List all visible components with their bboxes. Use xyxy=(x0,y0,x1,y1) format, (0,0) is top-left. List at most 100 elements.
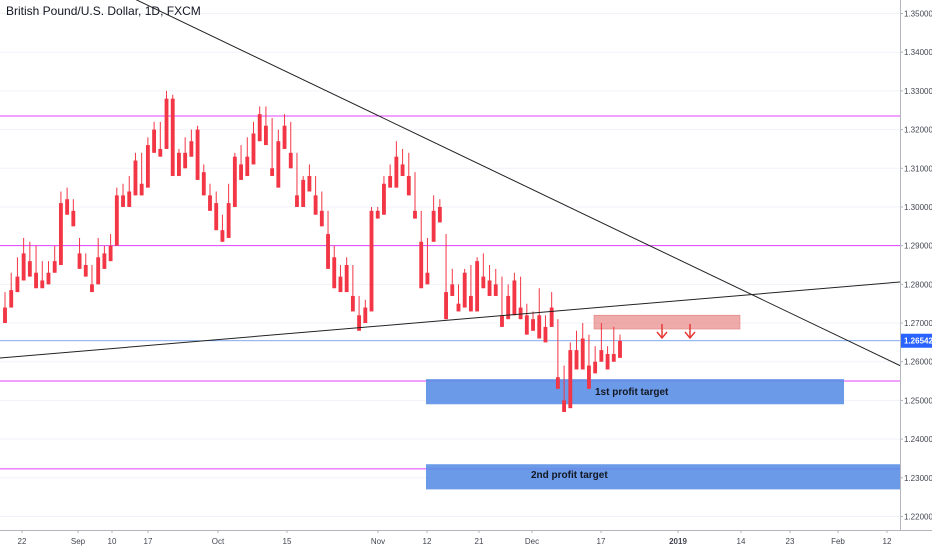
candle xyxy=(208,183,212,211)
candle xyxy=(611,326,616,362)
candle xyxy=(195,125,200,180)
candle xyxy=(437,199,442,223)
candle-body xyxy=(574,350,579,370)
candle xyxy=(58,191,63,265)
annotations: 1st profit target 2nd profit target xyxy=(531,324,696,481)
candle xyxy=(9,272,14,308)
candle-body xyxy=(46,272,51,285)
candle xyxy=(276,129,281,188)
candle-body xyxy=(481,276,486,289)
candle-body xyxy=(388,176,393,188)
y-axis[interactable]: 1.22000 1.23000 1.24000 1.25000 1.26000 1.270… xyxy=(900,0,932,550)
candle xyxy=(518,276,523,320)
x-tick-label: Nov xyxy=(371,537,385,546)
x-tick-label: 23 xyxy=(786,537,795,546)
candle-body xyxy=(419,241,424,289)
x-tick-label: 10 xyxy=(108,537,117,546)
candle-body xyxy=(145,145,150,188)
resistance-zone xyxy=(593,314,741,330)
candle xyxy=(599,323,604,362)
candle xyxy=(189,129,194,157)
candle-body xyxy=(580,338,585,370)
chart-title: British Pound/U.S. Dollar, 1D, FXCM xyxy=(6,4,201,18)
candle xyxy=(121,183,125,207)
candle xyxy=(77,237,82,269)
y-tick-label: 1.35000 xyxy=(904,10,932,19)
candle xyxy=(127,176,132,207)
candle-body xyxy=(90,284,94,293)
candle xyxy=(158,121,163,157)
candle-body xyxy=(58,203,63,265)
zone-label: 1st profit target xyxy=(595,387,669,398)
candle xyxy=(313,176,318,215)
candle-body xyxy=(618,340,622,358)
candle-body xyxy=(164,98,169,149)
candle xyxy=(71,199,76,227)
trendlines xyxy=(0,0,906,369)
candle xyxy=(170,94,175,177)
profit-zone xyxy=(426,379,844,405)
candle xyxy=(543,315,548,343)
candle xyxy=(512,272,517,316)
candle xyxy=(3,292,7,324)
candle xyxy=(605,346,610,370)
candle xyxy=(226,183,231,238)
candle xyxy=(562,365,567,413)
candle-body xyxy=(96,257,101,285)
candle-body xyxy=(543,326,548,343)
y-tick-label: 1.29000 xyxy=(904,242,932,251)
candle xyxy=(52,245,57,273)
candle-body xyxy=(319,210,324,227)
x-tick-label: 21 xyxy=(475,537,484,546)
candle xyxy=(270,117,275,177)
candle-body xyxy=(139,183,144,196)
x-tick-label: 14 xyxy=(737,537,746,546)
candle-body xyxy=(3,307,7,324)
candle xyxy=(251,121,256,165)
candle xyxy=(27,241,32,277)
candle-body xyxy=(431,210,436,242)
x-tick-label: 17 xyxy=(144,537,153,546)
candle xyxy=(307,164,312,192)
candle xyxy=(139,152,144,196)
candle xyxy=(531,311,535,331)
candle xyxy=(357,295,362,331)
candle xyxy=(568,342,573,409)
candle xyxy=(152,121,157,153)
candle-body xyxy=(208,195,212,211)
candle xyxy=(574,330,579,370)
candle-body xyxy=(456,303,461,312)
last-price-label: 1.26542 xyxy=(904,337,932,346)
candle xyxy=(375,206,380,219)
candle xyxy=(114,187,119,246)
candle xyxy=(295,152,299,207)
candle-body xyxy=(375,210,380,219)
candle-body xyxy=(195,129,200,180)
candle-body xyxy=(270,168,275,177)
candle xyxy=(344,257,349,293)
candle-body xyxy=(65,199,70,215)
candle xyxy=(34,245,38,289)
candle-body xyxy=(475,261,480,312)
candle-body xyxy=(357,315,362,331)
last-price-badge xyxy=(901,333,932,348)
candle xyxy=(580,323,585,370)
candle xyxy=(319,191,324,227)
x-axis[interactable]: 22 Sep 10 17 Oct 15 Nov 12 21 Dec 17 2019 14 23 Feb 12 xyxy=(0,530,932,550)
candle-body xyxy=(21,253,26,281)
candle-body xyxy=(257,114,262,142)
candle-body xyxy=(400,164,405,177)
candle xyxy=(593,346,598,374)
candle xyxy=(83,253,88,277)
candle-body xyxy=(587,365,591,389)
candle-body xyxy=(524,315,529,335)
candle xyxy=(232,152,237,207)
candle-body xyxy=(568,350,573,409)
y-tick-label: 1.34000 xyxy=(904,48,932,57)
candle xyxy=(406,152,411,196)
candle xyxy=(468,265,473,312)
candle xyxy=(524,303,529,335)
candle-body xyxy=(114,195,119,246)
profit-zone xyxy=(426,464,900,490)
